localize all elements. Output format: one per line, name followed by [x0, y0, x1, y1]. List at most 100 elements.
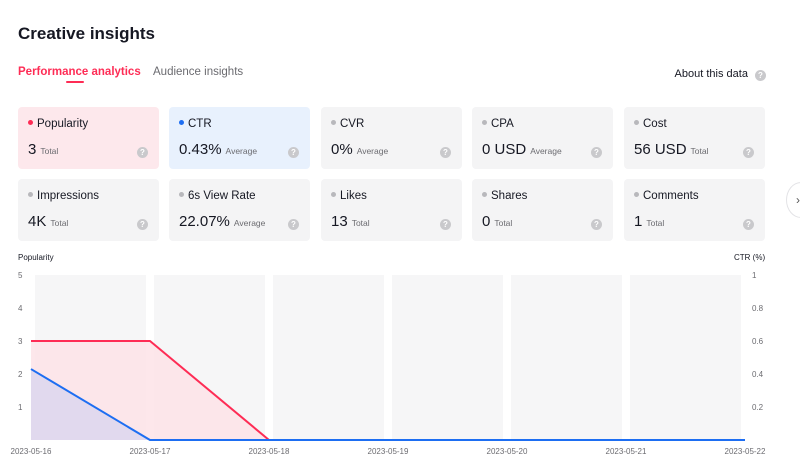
- chevron-right-icon: ›: [796, 193, 800, 207]
- metric-card-impressions[interactable]: Impressions 4K Total?: [18, 179, 159, 241]
- metric-label: 6s View Rate: [179, 190, 256, 202]
- left-axis-tick: 3: [18, 337, 23, 346]
- chart-column-band: [392, 275, 503, 440]
- chart-column-band: [511, 275, 622, 440]
- left-axis-tick: 1: [18, 403, 23, 412]
- right-axis-tick: 1: [752, 271, 757, 280]
- help-icon[interactable]: ?: [591, 219, 602, 230]
- metric-value: 3 Total: [28, 141, 58, 159]
- metric-value-unit: Total: [494, 218, 513, 228]
- help-icon[interactable]: ?: [743, 219, 754, 230]
- series-dot-icon: [482, 120, 487, 125]
- metric-card-shares[interactable]: Shares 0 Total?: [472, 179, 613, 241]
- right-axis-tick: 0.2: [752, 403, 764, 412]
- right-axis-tick: 0.4: [752, 370, 764, 379]
- metric-label: CVR: [331, 118, 364, 130]
- series-area-popularity: [31, 341, 745, 440]
- metric-card-comments[interactable]: Comments 1 Total?: [624, 179, 765, 241]
- metric-value-unit: Total: [351, 218, 370, 228]
- series-area-ctr: [31, 369, 745, 440]
- chart-column-band: [273, 275, 384, 440]
- metric-value: 13 Total: [331, 213, 370, 231]
- help-icon[interactable]: ?: [137, 147, 148, 158]
- metric-value: 0.43% Average: [179, 141, 257, 159]
- metric-label: Comments: [634, 190, 699, 202]
- metric-card-likes[interactable]: Likes 13 Total?: [321, 179, 462, 241]
- metric-value-number: 0: [482, 213, 491, 230]
- left-axis-tick: 4: [18, 304, 23, 313]
- help-icon[interactable]: ?: [288, 147, 299, 158]
- metric-card-cvr[interactable]: CVR 0% Average?: [321, 107, 462, 169]
- metric-value: 4K Total: [28, 213, 68, 231]
- metric-value-unit: Average: [356, 146, 389, 156]
- metric-label: Popularity: [28, 118, 88, 130]
- x-axis-tick: 2023-05-20: [487, 447, 528, 456]
- help-icon[interactable]: ?: [755, 70, 766, 81]
- x-axis-tick: 2023-05-21: [606, 447, 647, 456]
- metric-label: Shares: [482, 190, 527, 202]
- metric-label: Likes: [331, 190, 367, 202]
- metric-label-text: Comments: [643, 190, 699, 202]
- metric-label: Cost: [634, 118, 667, 130]
- series-dot-icon: [179, 120, 184, 125]
- metric-value: 56 USD Total: [634, 141, 709, 159]
- metric-value-number: 0%: [331, 141, 353, 158]
- tab-audience-insights[interactable]: Audience insights: [153, 66, 244, 78]
- help-icon[interactable]: ?: [591, 147, 602, 158]
- metric-value-number: 0.43%: [179, 141, 222, 158]
- metric-label: CTR: [179, 118, 212, 130]
- metric-label-text: CVR: [340, 118, 365, 130]
- performance-chart: Popularity CTR (%) 1 2 3 4 5 0.2 0.4 0.6 0.8 1 202…: [0, 248, 800, 471]
- series-dot-icon: [28, 192, 33, 197]
- right-axis-tick: 0.6: [752, 337, 764, 346]
- chart-svg: 1 2 3 4 5 0.2 0.4 0.6 0.8 1 2023-05-16 2023-05-17 20…: [11, 271, 766, 456]
- help-icon[interactable]: ?: [440, 219, 451, 230]
- metric-card-ctr[interactable]: CTR 0.43% Average?: [169, 107, 310, 169]
- metric-value-unit: Total: [690, 146, 709, 156]
- metric-value-unit: Total: [40, 146, 59, 156]
- metric-value-unit: Average: [233, 218, 266, 228]
- metric-card-cost[interactable]: Cost 56 USD Total?: [624, 107, 765, 169]
- metric-card-6s-view-rate[interactable]: 6s View Rate 22.07% Average?: [169, 179, 310, 241]
- tab-performance-analytics[interactable]: Performance analytics: [18, 66, 141, 78]
- series-dot-icon: [331, 192, 336, 197]
- metric-card-popularity[interactable]: Popularity 3 Total?: [18, 107, 159, 169]
- series-line-ctr: [30, 368, 745, 441]
- next-arrow-button[interactable]: ›: [786, 182, 800, 218]
- series-dot-icon: [634, 120, 639, 125]
- help-icon[interactable]: ?: [743, 147, 754, 158]
- series-dot-icon: [179, 192, 184, 197]
- metric-value: 1 Total: [634, 213, 664, 231]
- metric-value: 22.07% Average: [179, 213, 265, 231]
- about-this-data-link[interactable]: About this data ?: [675, 68, 766, 81]
- metric-card-cpa[interactable]: CPA 0 USD Average?: [472, 107, 613, 169]
- left-axis-tick: 2: [18, 370, 23, 379]
- metric-label-text: Shares: [491, 190, 528, 202]
- help-icon[interactable]: ?: [288, 219, 299, 230]
- help-icon[interactable]: ?: [440, 147, 451, 158]
- x-axis-tick: 2023-05-16: [11, 447, 52, 456]
- x-axis-tick: 2023-05-19: [368, 447, 409, 456]
- x-axis-tick: 2023-05-18: [249, 447, 290, 456]
- right-axis-tick: 0.8: [752, 304, 764, 313]
- metric-value-number: 22.07%: [179, 213, 230, 230]
- help-icon[interactable]: ?: [137, 219, 148, 230]
- metric-value-unit: Average: [225, 146, 258, 156]
- x-axis-tick: 2023-05-17: [130, 447, 171, 456]
- metric-value-number: 4K: [28, 213, 47, 230]
- right-axis-title: CTR (%): [734, 253, 766, 262]
- series-dot-icon: [28, 120, 33, 125]
- left-axis-title: Popularity: [18, 253, 54, 262]
- metric-label-text: 6s View Rate: [188, 190, 256, 202]
- metric-label-text: Likes: [340, 190, 367, 202]
- metric-value-number: 13: [331, 213, 348, 230]
- series-dot-icon: [331, 120, 336, 125]
- metric-value-unit: Total: [646, 218, 665, 228]
- metric-label-text: Cost: [643, 118, 667, 130]
- chart-column-band: [630, 275, 741, 440]
- series-dot-icon: [634, 192, 639, 197]
- metric-value-number: 3: [28, 141, 37, 158]
- metric-value-number: 56 USD: [634, 141, 687, 158]
- metric-value-unit: Total: [50, 218, 69, 228]
- metric-label-text: CPA: [491, 118, 514, 130]
